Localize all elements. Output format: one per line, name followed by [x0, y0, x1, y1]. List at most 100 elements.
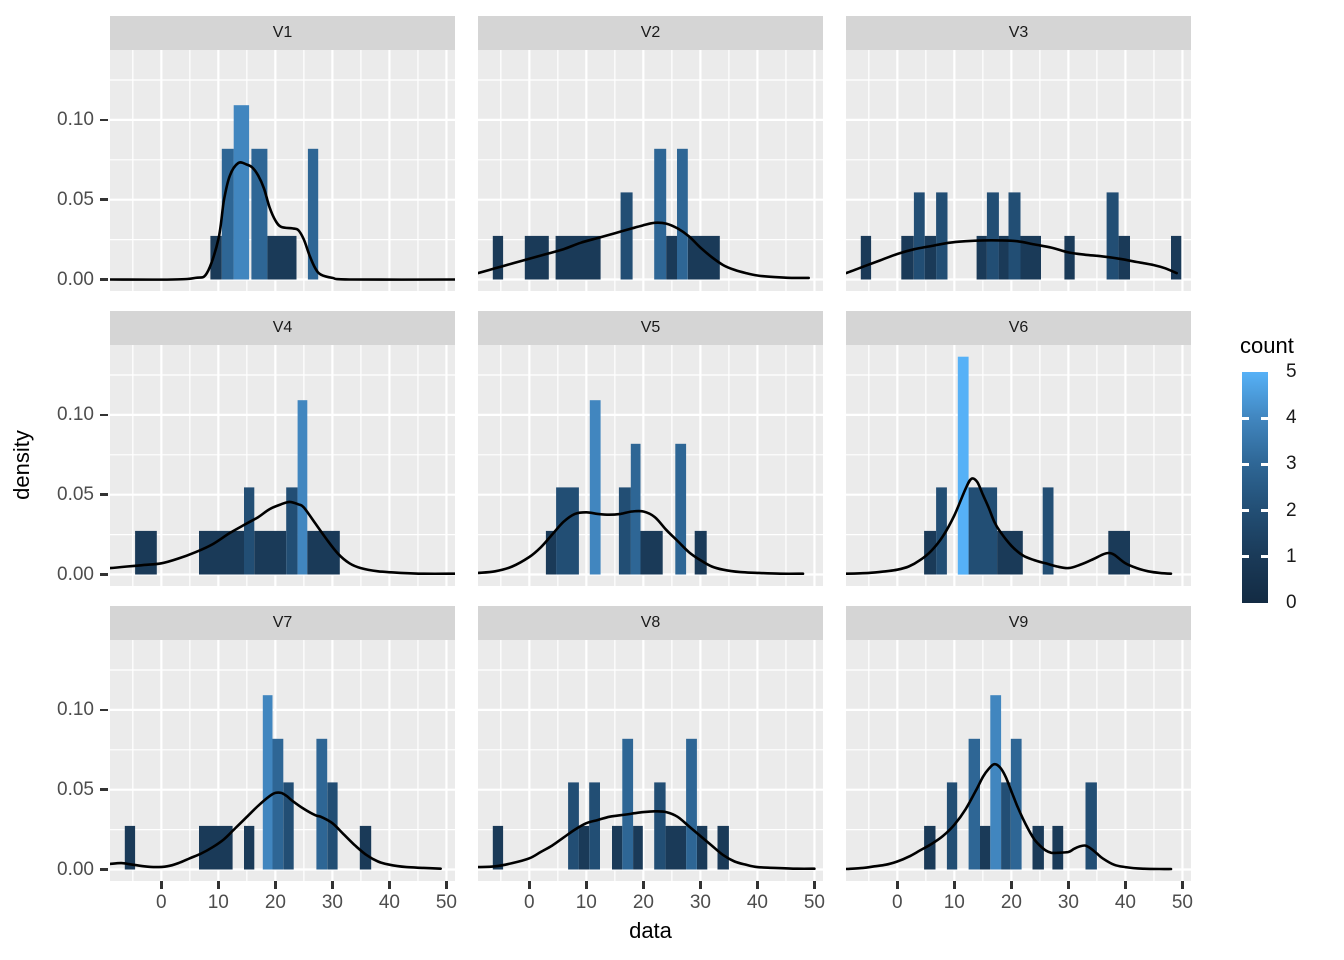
histogram-bar	[936, 487, 947, 575]
histogram-bar	[262, 695, 273, 870]
histogram-bar	[233, 105, 250, 280]
facet-strip-V5: V5	[478, 311, 823, 345]
density-curve	[110, 161, 455, 281]
x-tick-mark	[331, 881, 334, 889]
facet-panel-V1	[110, 50, 455, 291]
histogram-bar	[1118, 235, 1130, 280]
histogram-bar	[998, 235, 1009, 280]
x-tick-label: 0	[156, 892, 167, 913]
y-tick-mark	[100, 413, 108, 417]
density-curve	[110, 791, 442, 870]
histogram-bar	[492, 235, 504, 280]
y-tick-mark	[100, 788, 108, 791]
histogram-bar	[901, 235, 914, 280]
histogram-bar	[687, 235, 720, 280]
facet-strip-V2: V2	[478, 16, 823, 50]
histogram-bar	[307, 148, 319, 280]
x-tick-mark	[1181, 881, 1184, 889]
facet-strip-V1: V1	[110, 16, 455, 50]
histogram-bar	[556, 487, 579, 575]
histogram-bar	[913, 192, 925, 280]
x-tick-mark	[274, 881, 277, 889]
x-axis-title: data	[629, 918, 672, 943]
density-curve	[478, 509, 805, 576]
legend-tick-mark	[1261, 555, 1268, 559]
facet-panel-V2	[478, 50, 823, 291]
histogram-bar	[1008, 192, 1021, 280]
x-tick-label: 40	[378, 892, 400, 913]
y-tick-mark	[100, 278, 108, 281]
y-tick-label: 0.10	[57, 108, 94, 130]
histogram-bar	[677, 148, 688, 280]
histogram-bar	[666, 235, 677, 280]
histogram-bar	[124, 825, 136, 870]
legend-tick-label: 5	[1286, 361, 1297, 382]
x-tick-mark	[528, 881, 531, 889]
x-tick-mark	[1124, 881, 1127, 889]
y-tick-mark	[100, 493, 108, 496]
x-tick-label: 20	[264, 892, 286, 913]
histogram-bar	[1032, 825, 1044, 870]
histogram-bar	[618, 487, 631, 575]
histogram-bar	[589, 782, 600, 870]
density-curve	[846, 239, 1178, 275]
histogram-bar	[640, 530, 663, 575]
facet-strip-V9: V9	[846, 606, 1191, 640]
x-tick-label: 10	[207, 892, 229, 913]
x-tick-label: 0	[892, 892, 903, 913]
histogram-bar	[286, 487, 298, 575]
histogram-bar	[1106, 192, 1119, 280]
x-tick-mark	[813, 881, 816, 889]
histogram-bar	[717, 825, 729, 870]
histogram-bar	[1085, 782, 1097, 870]
legend-tick-mark	[1261, 416, 1268, 420]
histogram-bar	[545, 530, 557, 575]
facet-panel-V5	[478, 345, 823, 586]
histogram-bar	[307, 530, 340, 575]
y-tick-label: 0.00	[57, 268, 94, 290]
legend-tick-mark	[1242, 555, 1249, 559]
legend-tick-label: 3	[1286, 453, 1297, 475]
density-curve	[846, 762, 1173, 871]
facet-strip-V4: V4	[110, 311, 455, 345]
density-curve	[478, 809, 816, 871]
histogram-bar	[492, 825, 504, 870]
legend-tick-label: 4	[1286, 407, 1297, 429]
panel-background	[478, 640, 823, 881]
y-tick-label: 0.00	[57, 563, 94, 585]
histogram-bar	[1001, 782, 1011, 870]
x-tick-mark	[1067, 881, 1070, 889]
legend-tick-mark	[1261, 509, 1268, 513]
histogram-bar	[630, 443, 641, 575]
density-curve	[110, 500, 455, 576]
y-tick-label: 0.10	[57, 698, 94, 720]
x-tick-label: 50	[1171, 892, 1193, 913]
histogram-bar	[633, 825, 643, 870]
facet-panel-V3	[846, 50, 1191, 291]
legend-title: count	[1240, 333, 1294, 358]
x-tick-label: 30	[689, 892, 711, 913]
histogram-bar	[957, 356, 969, 575]
x-tick-mark	[160, 881, 163, 889]
histogram-bar	[620, 192, 633, 280]
histogram-bar	[697, 825, 708, 870]
x-tick-label: 10	[575, 892, 597, 913]
histogram-bar	[1052, 825, 1064, 870]
histogram-bar	[612, 825, 623, 870]
x-tick-label: 20	[632, 892, 654, 913]
legend-tick-mark	[1261, 462, 1268, 466]
y-tick-label: 0.05	[57, 778, 94, 800]
histogram-bar	[924, 235, 937, 280]
density-curve	[846, 477, 1173, 575]
histogram-bar	[1020, 235, 1041, 280]
histogram-bar	[251, 148, 268, 280]
histogram-bar	[622, 738, 634, 870]
x-tick-label: 40	[1114, 892, 1136, 913]
x-tick-label: 40	[746, 892, 768, 913]
histogram-bar	[686, 738, 697, 870]
x-tick-label: 0	[524, 892, 535, 913]
legend-tick-mark	[1242, 509, 1249, 513]
histogram-bar	[1171, 235, 1182, 280]
y-tick-mark	[100, 573, 108, 576]
histogram-bar	[267, 235, 297, 280]
